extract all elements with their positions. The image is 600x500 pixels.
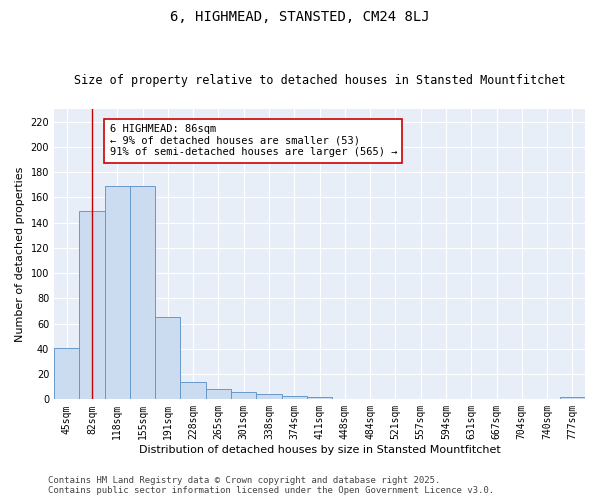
Y-axis label: Number of detached properties: Number of detached properties [15,166,25,342]
Bar [181,382,206,400]
Bar [104,186,130,400]
Bar [79,211,104,400]
Bar [206,389,231,400]
Text: 6, HIGHMEAD, STANSTED, CM24 8LJ: 6, HIGHMEAD, STANSTED, CM24 8LJ [170,10,430,24]
Bar [54,348,79,400]
Text: Contains HM Land Registry data © Crown copyright and database right 2025.
Contai: Contains HM Land Registry data © Crown c… [48,476,494,495]
Text: 6 HIGHMEAD: 86sqm
← 9% of detached houses are smaller (53)
91% of semi-detached : 6 HIGHMEAD: 86sqm ← 9% of detached house… [110,124,397,158]
Title: Size of property relative to detached houses in Stansted Mountfitchet: Size of property relative to detached ho… [74,74,565,87]
Bar [307,397,332,400]
Bar [155,318,181,400]
Bar [281,396,307,400]
Bar [130,186,155,400]
Bar [256,394,281,400]
X-axis label: Distribution of detached houses by size in Stansted Mountfitchet: Distribution of detached houses by size … [139,445,500,455]
Bar [231,392,256,400]
Bar [560,397,585,400]
